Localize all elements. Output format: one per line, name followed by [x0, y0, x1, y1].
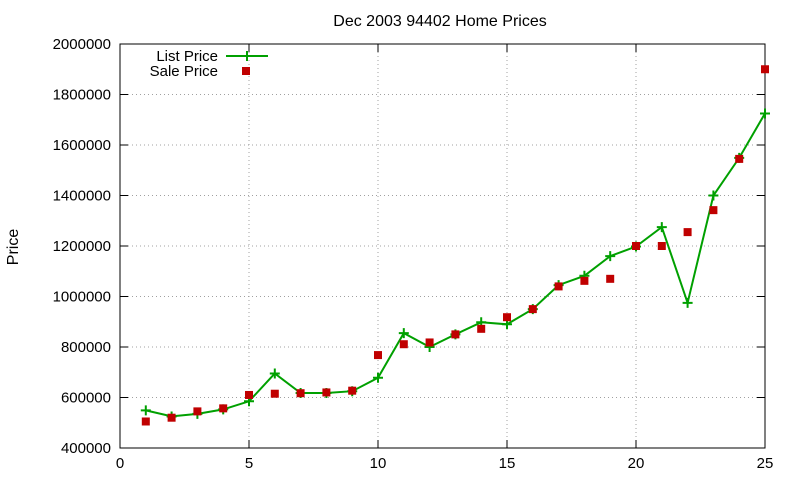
- x-tick-label: 5: [245, 455, 253, 472]
- list-price-point: [605, 251, 616, 262]
- sale-price-point: [606, 274, 615, 283]
- sale-price-point: [477, 324, 486, 333]
- sale-price-point: [374, 351, 382, 360]
- x-tick-label: 20: [628, 455, 645, 472]
- list-price-point: [682, 297, 693, 308]
- list-price-point: [656, 222, 667, 233]
- list-price-point: [373, 372, 383, 383]
- sale-price-point: [322, 388, 331, 397]
- y-tick-label: 1000000: [53, 289, 111, 306]
- chart-title: Dec 2003 94402 Home Prices: [333, 13, 546, 30]
- sale-price-point: [245, 390, 253, 399]
- x-tick-label: 0: [116, 455, 124, 472]
- list-price-line: [145, 112, 766, 418]
- sale-price-point: [193, 407, 202, 416]
- x-tick-label: 25: [757, 455, 774, 472]
- sale-price-point: [683, 228, 692, 237]
- sale-price-point: [425, 338, 434, 347]
- sale-price-point: [348, 386, 357, 395]
- sale-price-point: [554, 282, 563, 291]
- y-tick-label: 400000: [61, 440, 111, 457]
- y-tick-label: 1600000: [53, 137, 111, 154]
- list-price-point: [269, 368, 280, 379]
- y-tick-label: 1800000: [53, 87, 111, 104]
- legend-label-sale-price: Sale Price: [150, 63, 218, 80]
- sale-price-point: [580, 276, 589, 285]
- list-price-point: [398, 328, 409, 339]
- sale-price-point: [270, 389, 279, 398]
- y-tick-label: 1400000: [53, 188, 111, 205]
- x-tick-label: 10: [370, 455, 387, 472]
- sale-price-point: [528, 305, 537, 314]
- sale-price-point: [735, 154, 744, 163]
- list-price-point: [760, 108, 770, 119]
- legend-label-list-price: List Price: [156, 48, 218, 65]
- x-tick-label: 15: [499, 455, 516, 472]
- sale-price-point: [709, 206, 718, 215]
- sale-price-point: [761, 65, 769, 74]
- axes: 0 5 10 15 20 25 400000 600000 800000 1000000 12000…: [53, 36, 774, 472]
- sale-price-point: [657, 242, 666, 250]
- y-tick-label: 1200000: [53, 238, 111, 255]
- sale-price-point: [503, 313, 511, 322]
- y-tick-label: 600000: [61, 390, 111, 407]
- list-price-point: [140, 405, 151, 416]
- sale-price-point: [399, 340, 408, 349]
- sale-price-point: [141, 417, 150, 426]
- sale-price-point: [296, 389, 305, 398]
- y-axis-label: Price: [5, 229, 22, 266]
- sale-price-point: [219, 404, 228, 413]
- sale-price-point: [632, 242, 640, 250]
- legend-marker-sale-price: [242, 67, 250, 75]
- list-price-point: [708, 190, 719, 201]
- y-tick-label: 2000000: [53, 36, 111, 53]
- sale-price-point: [167, 413, 176, 422]
- series: [140, 65, 770, 426]
- y-tick-label: 800000: [61, 339, 111, 356]
- legend-marker-list-price: [242, 51, 252, 61]
- sale-price-point: [451, 330, 460, 339]
